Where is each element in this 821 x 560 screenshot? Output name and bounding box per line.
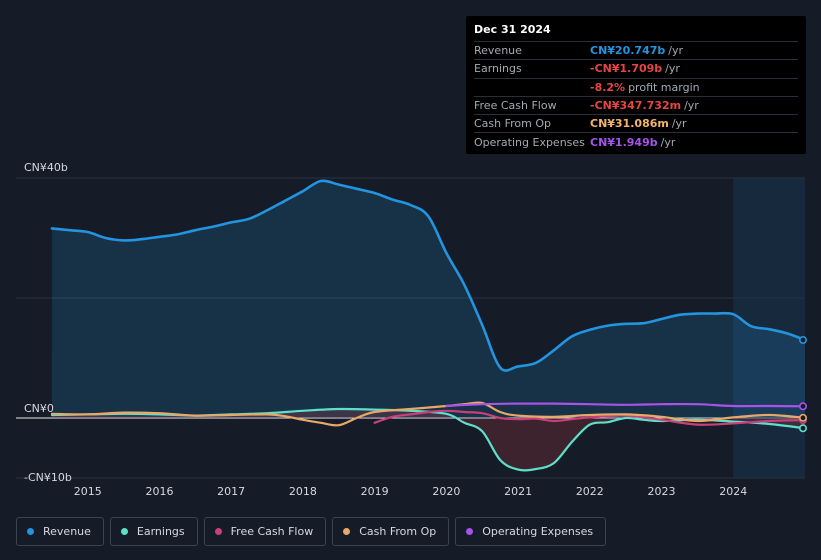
fill-earnings-negative xyxy=(51,408,805,471)
line-operating-expenses xyxy=(445,402,807,408)
legend-dot-icon xyxy=(120,528,128,535)
tooltip-row-earnings: Earnings -CN¥1.709b /yr xyxy=(474,59,798,77)
legend-item-revenue[interactable]: Revenue xyxy=(16,517,104,546)
tooltip-label: Free Cash Flow xyxy=(474,99,557,113)
legend-item-earnings[interactable]: Earnings xyxy=(109,517,198,546)
series-endpoints xyxy=(798,335,807,433)
endpoint-earnings xyxy=(798,424,807,433)
endpoint-cash-from-op xyxy=(798,413,807,422)
series-lines xyxy=(50,179,807,472)
legend-dot-icon xyxy=(466,528,474,535)
x-tick-label: 2017 xyxy=(217,485,245,498)
legend-item-cash-from-op[interactable]: Cash From Op xyxy=(332,517,450,546)
line-revenue xyxy=(50,179,807,372)
tooltip-unit: /yr xyxy=(671,117,687,131)
x-tick-label: 2015 xyxy=(74,485,102,498)
legend: Revenue Earnings Free Cash Flow Cash Fro… xyxy=(16,517,607,546)
legend-label: Operating Expenses xyxy=(482,525,594,538)
tooltip-unit: /yr xyxy=(684,99,699,113)
tooltip-label: Revenue xyxy=(474,44,522,58)
x-tick-label: 2019 xyxy=(361,485,389,498)
x-tick-label: 2023 xyxy=(648,485,676,498)
legend-label: Revenue xyxy=(43,525,91,538)
tooltip-unit: /yr xyxy=(668,44,684,58)
x-tick-label: 2020 xyxy=(432,485,460,498)
y-tick-label: CN¥0 xyxy=(24,402,54,415)
x-axis-ticks: 2015 2016 2017 2018 2019 2020 2021 2022 2023 2024 xyxy=(74,485,748,498)
endpoint-operating-expenses xyxy=(798,402,807,411)
tooltip-value: CN¥31.086m xyxy=(590,117,669,131)
tooltip-row-profit-margin: -8.2% profit margin xyxy=(474,77,798,96)
tooltip-row-cash-from-op: Cash From Op CN¥31.086m /yr xyxy=(474,114,798,132)
tooltip-row-revenue: Revenue CN¥20.747b /yr xyxy=(474,41,798,59)
legend-label: Earnings xyxy=(136,525,185,538)
legend-item-operating-expenses[interactable]: Operating Expenses xyxy=(455,517,607,546)
x-tick-label: 2018 xyxy=(289,485,317,498)
tooltip-row-free-cash-flow: Free Cash Flow -CN¥347.732m /yr xyxy=(474,95,798,114)
tooltip-value: CN¥1.949b xyxy=(590,135,658,149)
series-fills xyxy=(51,180,805,471)
tooltip-value: -8.2% xyxy=(590,80,626,94)
tooltip-value: -CN¥347.732m xyxy=(590,99,682,113)
tooltip-unit: /yr xyxy=(660,135,676,149)
x-tick-label: 2024 xyxy=(719,485,747,498)
legend-dot-icon xyxy=(214,528,222,535)
tooltip-label: Earnings xyxy=(474,62,522,76)
tooltip-label: Cash From Op xyxy=(474,117,552,131)
tooltip-row-operating-expenses: Operating Expenses CN¥1.949b /yr xyxy=(474,132,798,150)
x-tick-label: 2021 xyxy=(504,485,532,498)
fill-revenue xyxy=(51,180,805,418)
tooltip-value: CN¥20.747b xyxy=(590,44,666,58)
legend-label: Free Cash Flow xyxy=(230,525,314,538)
line-free-cash-flow xyxy=(373,409,807,426)
x-tick-label: 2022 xyxy=(576,485,604,498)
legend-label: Cash From Op xyxy=(359,525,437,538)
line-cash-from-op xyxy=(50,401,807,427)
x-tick-label: 2016 xyxy=(145,485,173,498)
endpoint-revenue xyxy=(798,335,807,344)
y-tick-label: -CN¥10b xyxy=(24,471,72,484)
tooltip-label: Operating Expenses xyxy=(474,135,585,149)
legend-dot-icon xyxy=(343,528,351,535)
tooltip-unit: profit margin xyxy=(628,80,700,94)
y-axis-ticks: CN¥40b CN¥0 -CN¥10b xyxy=(24,161,72,484)
legend-item-free-cash-flow[interactable]: Free Cash Flow xyxy=(203,517,327,546)
tooltip-date: Dec 31 2024 xyxy=(474,23,551,36)
legend-dot-icon xyxy=(27,528,34,535)
tooltip-panel: Dec 31 2024 Revenue CN¥20.747b /yr Earni… xyxy=(466,16,806,154)
tooltip-value: -CN¥1.709b xyxy=(590,62,663,76)
y-tick-label: CN¥40b xyxy=(24,161,68,174)
tooltip-unit: /yr xyxy=(665,62,680,76)
